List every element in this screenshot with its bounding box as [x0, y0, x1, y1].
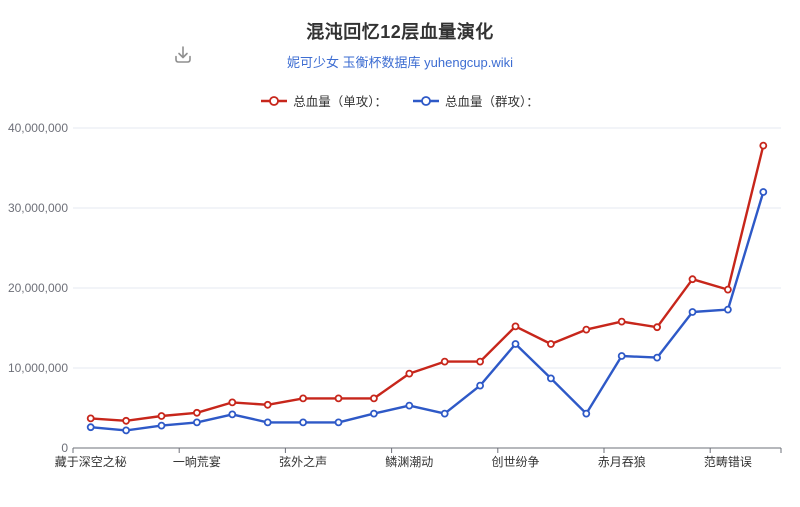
data-point-marker [476, 381, 485, 390]
chart-title: 混沌回忆12层血量演化 [306, 22, 494, 42]
x-axis-label: 一晌荒宴 [173, 454, 221, 469]
data-point-marker [653, 323, 661, 332]
series-line [90, 145, 765, 422]
data-point-marker [369, 394, 378, 403]
y-axis-label: 0 [61, 441, 68, 455]
x-axis-label: 弦外之声 [279, 454, 327, 469]
data-point-marker [547, 340, 555, 348]
data-point-marker [405, 369, 414, 378]
data-point-marker [724, 285, 732, 294]
download-icon [175, 46, 191, 63]
data-point-marker [476, 357, 485, 366]
data-point-marker [369, 409, 378, 418]
data-point-marker [617, 317, 626, 326]
x-axis-label: 藏于深空之秘 [55, 455, 127, 469]
legend-label: 总血量（群攻）： [445, 95, 539, 109]
data-point-marker [759, 141, 768, 150]
data-point-marker [440, 409, 449, 418]
legend-item-single-target[interactable]: 总血量（单攻）： [261, 91, 387, 110]
data-point-marker [582, 325, 591, 334]
data-point-marker [440, 357, 449, 366]
data-point-marker [724, 305, 732, 314]
data-point-marker [405, 401, 414, 410]
x-axis-label: 赤月吞狼 [598, 454, 646, 469]
line-series-marker-icon [413, 95, 439, 106]
y-axis-label: 40,000,000 [8, 121, 68, 135]
data-point-marker [86, 414, 95, 423]
data-point-marker [299, 394, 308, 403]
data-point-marker [263, 418, 272, 427]
data-point-marker [334, 394, 343, 403]
data-point-marker [122, 426, 130, 435]
data-point-marker [759, 188, 768, 196]
legend: 总血量（单攻）： 总血量（群攻）： [0, 91, 800, 110]
data-point-marker [653, 353, 661, 362]
series-line [90, 191, 765, 432]
data-point-marker [688, 308, 697, 316]
data-point-marker [192, 418, 201, 427]
data-point-marker [547, 374, 555, 383]
chart-subtitle-link[interactable]: 妮可少女 玉衡杯数据库 yuhengcup.wiki [286, 55, 514, 70]
y-axis-label: 30,000,000 [8, 201, 68, 215]
x-axis-label: 鳞渊潮动 [385, 454, 433, 469]
save-as-image-button[interactable] [170, 42, 196, 68]
legend-item-aoe[interactable]: 总血量（群攻）： [413, 91, 539, 110]
data-point-marker [617, 352, 626, 360]
series-总血量（单攻） [86, 141, 768, 425]
line-series-marker-icon [261, 95, 288, 106]
y-axis-label: 10,000,000 [8, 361, 68, 375]
data-point-marker [228, 398, 237, 407]
data-point-marker [157, 421, 166, 430]
data-point-marker [122, 416, 130, 425]
data-point-marker [582, 409, 591, 418]
data-point-marker [511, 340, 520, 348]
x-axis-label: 创世纷争 [491, 455, 539, 469]
x-axis-label: 范畴错误 [704, 455, 752, 469]
data-point-marker [192, 408, 201, 417]
data-point-marker [263, 400, 272, 409]
legend-label: 总血量（单攻）： [293, 95, 387, 109]
data-point-marker [299, 418, 308, 427]
series-总血量（群攻） [86, 188, 768, 435]
data-point-marker [511, 322, 520, 331]
data-point-marker [688, 275, 697, 284]
data-point-marker [334, 418, 343, 427]
y-axis-label: 20,000,000 [8, 281, 68, 295]
data-point-marker [86, 423, 95, 432]
data-point-marker [228, 410, 237, 419]
data-point-marker [157, 412, 166, 420]
